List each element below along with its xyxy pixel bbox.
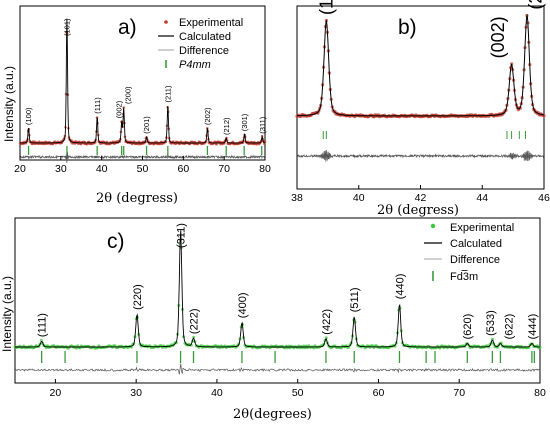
hkl-label: (311) [175, 223, 187, 248]
panel-b-calculated-series [296, 13, 544, 117]
legend-experimental: Experimental [450, 222, 514, 234]
hkl-label: (440) [394, 274, 406, 300]
hkl-label: (202) [203, 107, 212, 125]
panel-a: (100) (101) (111) (002)(200) (201) (211) (202)… [2, 5, 271, 206]
hkl-label: (222) [188, 308, 200, 334]
x-tick-label: 40 [353, 192, 365, 204]
hkl-label: (622) [503, 314, 515, 340]
hkl-label: (533) [485, 310, 497, 336]
panel-b-x-axis: 38 40 42 44 46 [291, 185, 550, 204]
panel-a-x-axis-label: 2θ (degress) [96, 191, 178, 206]
hkl-label: (200) [525, 0, 545, 10]
x-tick-label: 80 [259, 163, 271, 175]
hkl-label: (200) [123, 86, 132, 104]
x-tick-label: 70 [453, 387, 465, 399]
hkl-label: (201) [142, 116, 151, 134]
x-tick-label: 40 [96, 163, 108, 175]
panel-c-difference-series [14, 363, 541, 375]
legend-calculated: Calculated [450, 238, 502, 250]
x-tick-label: 60 [177, 163, 189, 175]
x-tick-label: 38 [291, 192, 303, 204]
legend-phase: Fd3m [450, 271, 478, 283]
panel-b-difference-series [296, 149, 545, 162]
panel-a-label: a) [118, 16, 137, 39]
panel-a-frame [19, 5, 266, 161]
panel-b: (111) (002) (200) 38 40 42 44 46 b) 2θ (degres… [291, 0, 550, 218]
experimental-point [215, 142, 218, 146]
hkl-label: (422) [321, 309, 333, 335]
panel-c: (111) (220) (311) (222) (400) (422) (511) (440)… [0, 217, 546, 422]
experimental-point [324, 336, 328, 340]
hkl-label: (212) [222, 117, 231, 135]
hkl-label: (111) [317, 0, 337, 15]
x-tick-label: 50 [292, 387, 304, 399]
x-tick-label: 40 [211, 387, 223, 399]
panel-a-hkl-labels: (100) (101) (111) (002)(200) (201) (211) (202)… [24, 18, 267, 135]
hkl-label: (101) [63, 18, 72, 36]
panel-b-hkl-labels: (111) (002) (200) [317, 0, 546, 58]
panel-a-legend: Experimental Calculated Difference P4mm [158, 17, 243, 71]
hkl-label: (311) [258, 116, 267, 133]
panel-c-label: c) [107, 230, 125, 253]
x-tick-label: 42 [415, 192, 427, 204]
panel-a-x-axis: 20 30 40 50 60 70 80 [14, 156, 271, 175]
legend-calculated: Calculated [179, 31, 231, 43]
legend-marker-experimental [430, 223, 436, 229]
hkl-label: (511) [349, 287, 361, 312]
legend-difference: Difference [450, 254, 500, 266]
panel-c-x-axis-label: 2θ(degrees) [233, 407, 312, 422]
legend-difference: Difference [179, 45, 229, 57]
experimental-point [189, 343, 193, 347]
x-tick-label: 30 [130, 387, 142, 399]
x-tick-label: 70 [218, 163, 230, 175]
panel-a-bragg-ticks [27, 146, 263, 155]
x-tick-label: 20 [50, 387, 62, 399]
legend-experimental: Experimental [179, 17, 243, 29]
panel-c-legend: Experimental Calculated Difference Fd3m [424, 222, 514, 283]
experimental-point [263, 142, 266, 146]
panel-b-x-axis-label: 2θ (degress) [377, 203, 459, 218]
panel-a-calculated-series [20, 18, 265, 144]
panel-c-x-axis: 20 30 40 50 60 70 80 [50, 379, 546, 399]
panel-c-bragg-ticks [41, 351, 535, 363]
panel-b-label: b) [398, 16, 417, 39]
panel-c-frame [14, 217, 541, 384]
experimental-point [510, 62, 514, 66]
hkl-label: (400) [237, 293, 249, 319]
x-tick-label: 30 [55, 163, 67, 175]
panel-c-hkl-labels: (111) (220) (311) (222) (400) (422) (511) (440)… [37, 223, 539, 339]
x-tick-label: 80 [534, 387, 546, 399]
x-tick-label: 20 [14, 163, 26, 175]
x-tick-label: 46 [538, 192, 550, 204]
hkl-label: (211) [163, 85, 172, 102]
hkl-label: (111) [93, 97, 102, 114]
panel-c-y-axis-label: Intensity (a.u.) [0, 276, 14, 352]
experimental-point [192, 335, 196, 339]
hkl-label: (002) [488, 16, 508, 58]
panel-a-y-axis-label: Intensity (a.u.) [2, 66, 16, 142]
x-tick-label: 50 [137, 163, 149, 175]
hkl-label: (100) [24, 107, 33, 125]
hkl-label: (301) [240, 113, 249, 131]
hkl-label: (002) [114, 100, 123, 118]
legend-marker-experimental [164, 20, 168, 24]
hkl-label: (111) [37, 313, 49, 337]
x-tick-label: 60 [373, 387, 385, 399]
panel-b-bragg-ticks [322, 131, 526, 139]
hkl-label: (444) [527, 314, 539, 340]
experimental-point [538, 345, 542, 349]
panel-c-calculated-series [15, 230, 540, 348]
panel-b-experimental-series [295, 13, 546, 119]
legend-phase: P4mm [179, 59, 211, 71]
hkl-label: (220) [132, 284, 144, 310]
hkl-label: (620) [462, 314, 474, 340]
x-tick-label: 44 [476, 192, 488, 204]
